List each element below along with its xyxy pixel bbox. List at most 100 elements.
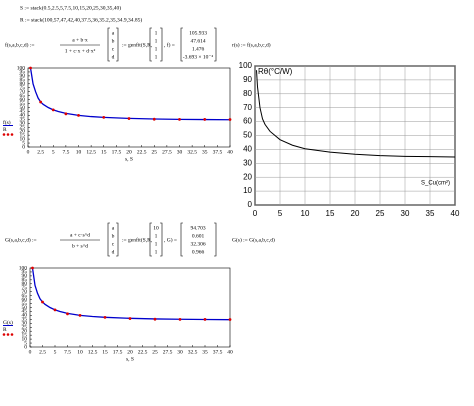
result: 0.601 <box>192 233 205 239</box>
x-tick-label: 10 <box>77 349 83 355</box>
y-tick-label: 40 <box>20 113 26 119</box>
s-definition: S := stack(0.5,2.5,5,7.5,10,15,20,25,30,… <box>20 4 121 11</box>
result: 32.306 <box>190 241 205 247</box>
param: b <box>112 38 115 44</box>
x-tick-label: 0 <box>253 209 258 218</box>
y-tick-label: 50 <box>243 131 252 140</box>
x-tick-label: 15 <box>101 149 107 155</box>
x-tick-label: 35 <box>202 149 208 155</box>
data-point <box>203 318 207 321</box>
denominator: b + s^d <box>72 243 88 249</box>
y-tick-label: 10 <box>22 336 28 342</box>
bracket <box>107 27 110 62</box>
legend-swatch <box>2 133 6 136</box>
alias: r(s) := f(s,a,b,c,d) <box>232 41 271 48</box>
x-tick-label: 5 <box>54 349 57 355</box>
bracket <box>214 222 217 257</box>
genfit-tail: , f) = <box>164 41 175 48</box>
y-tick-label: 30 <box>22 321 28 327</box>
r-definition: R := stack(100,57,47,42,40,37.5,36,35.2,… <box>20 16 142 23</box>
bracket <box>160 222 163 257</box>
y-tick-label: 70 <box>22 289 28 295</box>
x-tick-label: 20 <box>127 349 133 355</box>
y-tick-label: 15 <box>20 132 26 138</box>
y-tick-label: 70 <box>243 103 252 112</box>
x-tick-label: 27.5 <box>162 149 172 155</box>
genfit: := genfit(S,R, <box>122 41 153 48</box>
x-tick-label: 40 <box>227 149 233 155</box>
data-point <box>77 114 80 117</box>
y-tick-label: 45 <box>22 309 28 315</box>
y-tick-label: 40 <box>243 145 252 154</box>
genfit: := genfit(S,R, <box>122 236 153 243</box>
data-point <box>103 315 107 319</box>
y-tick-label: 55 <box>20 101 26 107</box>
y-tick-label: 30 <box>20 121 26 127</box>
x-tick-label: 30 <box>401 209 410 218</box>
guess: 1 <box>155 249 158 255</box>
alias: G(s) := G(s,a,b,c,d) <box>232 236 275 243</box>
y-tick-label: 60 <box>243 117 252 126</box>
param: d <box>112 249 115 255</box>
bracket <box>107 222 110 257</box>
data-point <box>102 115 106 119</box>
plot-area <box>29 267 231 348</box>
data-point <box>53 308 57 312</box>
legend-swatch <box>10 133 14 136</box>
numerator: a + c·s^d <box>70 232 90 238</box>
legend-label: f(s) <box>3 119 11 126</box>
x-tick-label: 25 <box>376 209 385 218</box>
data-point <box>153 317 157 321</box>
y-tick-label: 90 <box>20 73 26 79</box>
guess: 1 <box>155 38 158 44</box>
result: 94.703 <box>190 225 205 231</box>
x-tick-label: 10 <box>301 209 310 218</box>
y-tick-label: 70 <box>20 89 26 95</box>
guess: 1 <box>155 241 158 247</box>
y-tick-label: 80 <box>22 281 28 287</box>
x-tick-label: 40 <box>227 349 233 355</box>
data-point <box>127 117 131 120</box>
guess: 1 <box>155 233 158 239</box>
x-tick-label: 32.5 <box>188 349 198 355</box>
x-tick-label: 15 <box>102 349 108 355</box>
param: c <box>112 46 115 52</box>
bracket <box>180 222 183 257</box>
legend-label: R <box>3 127 7 133</box>
x-tick-label: 22.5 <box>138 349 148 355</box>
fit-line <box>31 268 230 321</box>
y-tick-label: 85 <box>20 77 26 83</box>
x-tick-label: 30 <box>177 349 183 355</box>
data-point <box>178 317 182 321</box>
y-tick-label: 60 <box>20 97 26 103</box>
y-tick-label: 65 <box>20 93 26 99</box>
x-axis-title: S_Cu(cm²) <box>421 181 450 187</box>
y-tick-label: 95 <box>20 69 26 75</box>
data-point <box>203 118 207 121</box>
legend-label: G(s) <box>3 319 13 326</box>
x-tick-label: 5 <box>278 209 283 218</box>
x-tick-label: 20 <box>351 209 360 218</box>
genfit-tail: , G) = <box>164 236 177 243</box>
data-point <box>41 300 44 304</box>
y-tick-label: 80 <box>20 81 26 87</box>
result: 1.476 <box>192 46 205 52</box>
y-tick-label: 25 <box>22 325 28 331</box>
bracket <box>149 27 152 62</box>
x-tick-label: 22.5 <box>137 149 147 155</box>
legend-swatch <box>2 333 6 336</box>
y-tick-label: 60 <box>22 297 28 303</box>
x-tick-label: 5 <box>52 149 55 155</box>
fit-line <box>256 70 455 158</box>
guess: 10 <box>153 225 159 231</box>
y-tick-label: 65 <box>22 293 28 299</box>
y-tick-label: 20 <box>20 128 26 134</box>
data-point <box>128 317 132 320</box>
y-tick-label: 75 <box>22 285 28 291</box>
legend-swatch <box>6 333 10 336</box>
y-tick-label: 20 <box>243 172 252 181</box>
data-point <box>31 266 34 270</box>
x-tick-label: 40 <box>451 209 460 218</box>
y-tick-label: 100 <box>239 61 253 70</box>
x-tick-label: 17.5 <box>112 149 122 155</box>
